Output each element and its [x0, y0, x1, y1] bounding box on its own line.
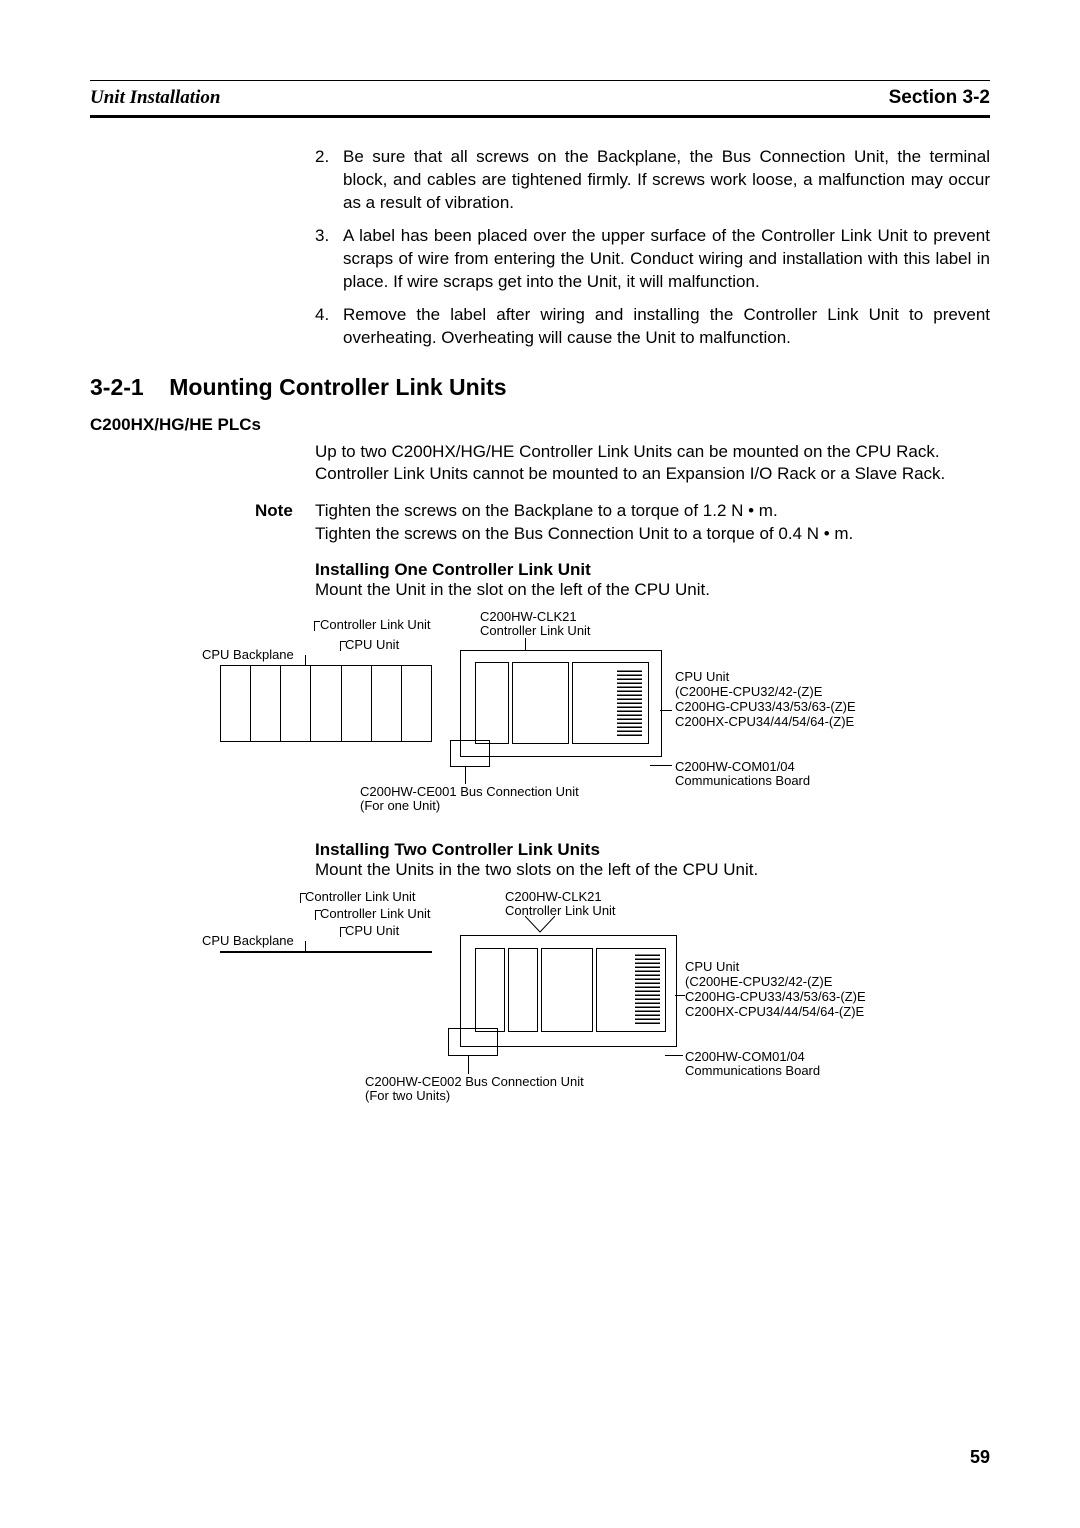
section-title: 3-2-1 Mounting Controller Link Units — [90, 374, 990, 401]
d1-comm-board2: Communications Board — [675, 774, 810, 789]
d2-cpu-models: (C200HE-CPU32/42-(Z)E C200HG-CPU33/43/53… — [685, 975, 866, 1020]
d2-cpu-unit-label: CPU Unit — [345, 924, 399, 939]
d2-bus-unit2: (For two Units) — [365, 1089, 450, 1104]
d1-bus-unit2: (For one Unit) — [360, 799, 440, 814]
install2-heading: Installing Two Controller Link Units — [315, 840, 990, 860]
d2-clu-label2: Controller Link Unit — [505, 904, 616, 919]
list-item: 2. Be sure that all screws on the Backpl… — [315, 146, 990, 215]
pointer-triangle-icon — [525, 916, 555, 934]
sub-title: C200HX/HG/HE PLCs — [90, 415, 990, 435]
d2-cpu-backplane-label: CPU Backplane — [202, 934, 294, 949]
d2-clu-label-b: Controller Link Unit — [320, 907, 431, 922]
sub-para: Up to two C200HX/HG/HE Controller Link U… — [315, 441, 990, 487]
header-left: Unit Installation — [90, 87, 220, 109]
d1-clu-label2: Controller Link Unit — [480, 624, 591, 639]
list-text: Be sure that all screws on the Backplane… — [343, 146, 990, 215]
list-text: Remove the label after wiring and instal… — [343, 304, 990, 350]
section-number: 3-2-1 — [90, 374, 144, 400]
note-label: Note — [255, 500, 315, 546]
list-num: 4. — [315, 304, 343, 350]
note-text: Tighten the screws on the Backplane to a… — [315, 500, 990, 546]
install1-sub: Mount the Unit in the slot on the left o… — [315, 580, 990, 600]
d2-cpu-unit-right: CPU Unit — [685, 960, 739, 975]
list-item: 4. Remove the label after wiring and ins… — [315, 304, 990, 350]
diagram-two-units: Controller Link Unit Controller Link Uni… — [130, 890, 990, 1110]
list-item: 3. A label has been placed over the uppe… — [315, 225, 990, 294]
d2-clu-label-a: Controller Link Unit — [305, 890, 416, 905]
d1-cpu-unit-label: CPU Unit — [345, 638, 399, 653]
d1-clu-label: Controller Link Unit — [320, 618, 431, 633]
header-right: Section 3-2 — [889, 87, 990, 109]
install1-heading: Installing One Controller Link Unit — [315, 560, 990, 580]
list-num: 3. — [315, 225, 343, 294]
note-row: Note Tighten the screws on the Backplane… — [255, 500, 990, 546]
section-title-text: Mounting Controller Link Units — [169, 374, 506, 400]
list-text: A label has been placed over the upper s… — [343, 225, 990, 294]
diagram-one-unit: Controller Link Unit CPU Unit CPU Backpl… — [130, 610, 990, 820]
d1-cpu-unit-right: CPU Unit — [675, 670, 729, 685]
list-num: 2. — [315, 146, 343, 215]
d1-cpu-models: (C200HE-CPU32/42-(Z)E C200HG-CPU33/43/53… — [675, 685, 856, 730]
d1-cpu-backplane-label: CPU Backplane — [202, 648, 294, 663]
page-number: 59 — [970, 1447, 990, 1468]
d2-comm-board2: Communications Board — [685, 1064, 820, 1079]
install2-sub: Mount the Units in the two slots on the … — [315, 860, 990, 880]
